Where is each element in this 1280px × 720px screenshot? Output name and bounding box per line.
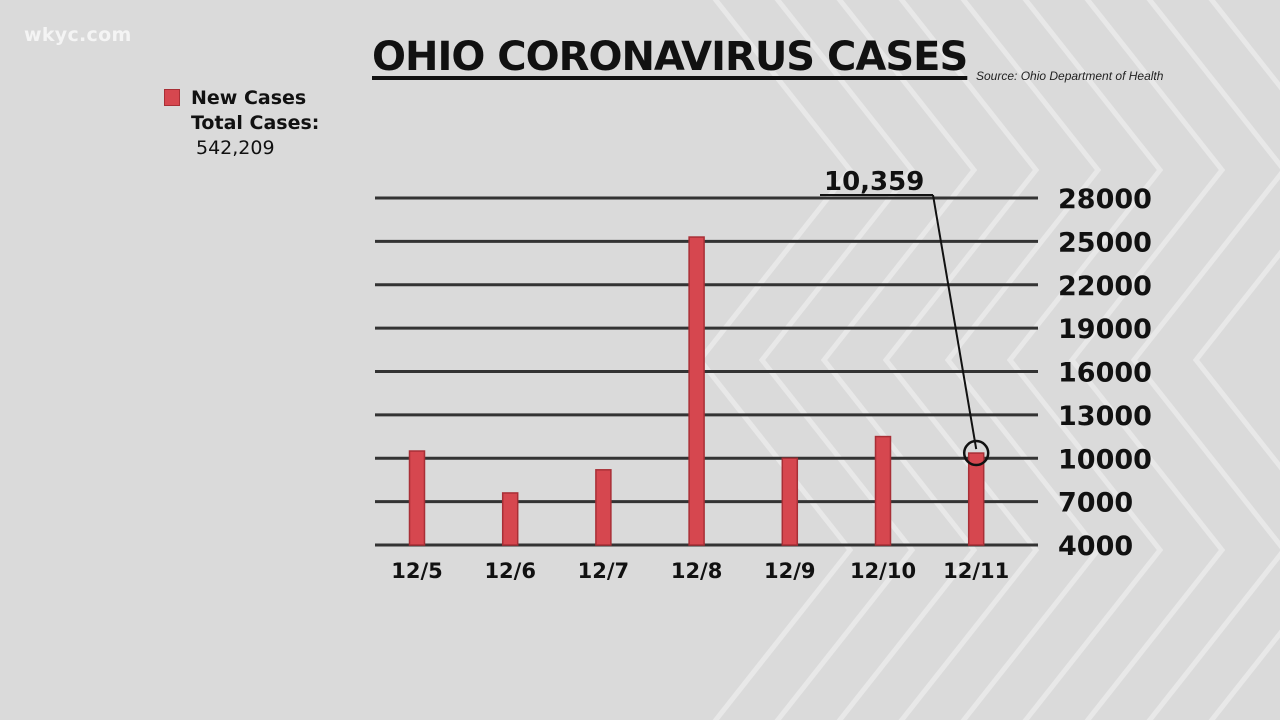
y-tick-label: 4000 [1058, 531, 1133, 562]
chevron-stripe [1006, 0, 1164, 720]
bar [967, 452, 985, 546]
x-tick-label: 12/8 [671, 559, 723, 583]
x-tick-label: 12/7 [578, 559, 630, 583]
total-cases-value: 542,209 [196, 137, 275, 159]
total-cases-label: Total Cases: [191, 112, 320, 134]
chart-title: OHIO CORONAVIRUS CASES [372, 34, 968, 80]
y-tick-label: 10000 [1058, 444, 1152, 475]
y-tick-label: 22000 [1058, 271, 1152, 302]
chevron-stripe [882, 0, 1040, 720]
bar [408, 450, 426, 546]
source-note: Source: Ohio Department of Health [976, 69, 1164, 83]
bar [874, 435, 892, 546]
bar [688, 236, 705, 546]
y-tick-label: 28000 [1058, 184, 1152, 215]
x-tick-label: 12/10 [850, 559, 916, 583]
chevron-stripe [1192, 0, 1280, 720]
chevron-stripe [820, 0, 978, 720]
chevron-stripe [944, 0, 1102, 720]
y-axis-ticks: 4000 7000 10000 13000 16000 19000 22000 25000 28… [1058, 184, 1152, 562]
bar [501, 492, 519, 546]
legend-label-new-cases: New Cases [191, 87, 307, 109]
y-tick-label: 7000 [1058, 488, 1133, 519]
chevron-pattern [696, 0, 1280, 720]
x-tick-label: 12/11 [943, 559, 1009, 583]
callout-label: 10,359 [824, 167, 924, 197]
x-axis-categories: 12/5 12/6 12/7 12/8 12/9 12/10 12/11 [391, 559, 1009, 583]
callout-leader [932, 194, 978, 450]
gridlines [375, 196, 1038, 547]
station-watermark: wkyc.com [24, 24, 132, 46]
y-tick-label: 25000 [1058, 227, 1152, 258]
x-tick-label: 12/9 [764, 559, 816, 583]
callout: 10,359 [820, 167, 990, 467]
bar [595, 469, 612, 546]
chevron-stripe [758, 0, 916, 720]
bar [781, 457, 799, 546]
y-tick-label: 19000 [1058, 314, 1152, 345]
x-tick-label: 12/6 [484, 559, 536, 583]
callout-circle [962, 439, 990, 467]
legend-swatch-new-cases [164, 89, 180, 106]
chevron-stripe [1068, 0, 1226, 720]
x-tick-label: 12/5 [391, 559, 443, 583]
bars [408, 236, 985, 546]
chevron-stripe [1130, 0, 1280, 720]
y-tick-label: 16000 [1058, 358, 1152, 389]
y-tick-label: 13000 [1058, 401, 1152, 432]
